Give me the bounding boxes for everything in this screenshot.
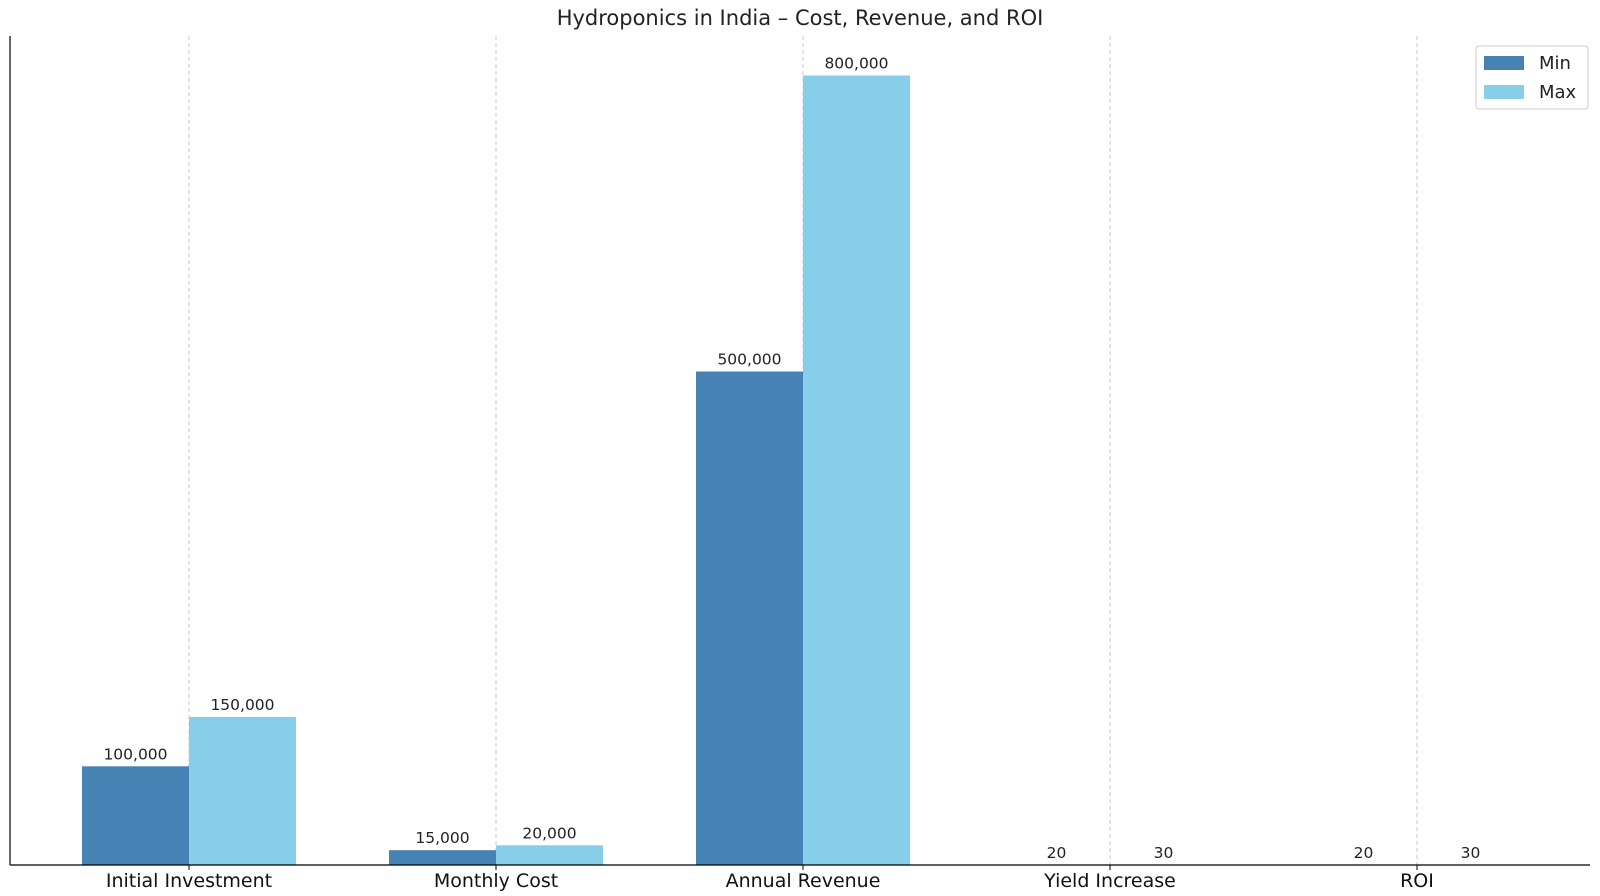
data-label: 20,000 [522,824,576,842]
x-tick-label: ROI [1400,870,1434,892]
legend-swatch-max [1484,85,1524,99]
bar-max [803,75,910,865]
bar-max [189,716,296,865]
legend-label-min: Min [1539,53,1571,74]
x-tick-label: Yield Increase [1043,870,1176,892]
data-label: 800,000 [824,54,888,72]
data-label: 100,000 [103,745,167,763]
data-label: 20 [1354,844,1374,862]
data-label: 30 [1461,844,1481,862]
legend-swatch-min [1484,56,1524,70]
bar-max [496,845,603,865]
x-tick-label: Monthly Cost [434,870,558,892]
data-label: 20 [1047,844,1067,862]
bar-min [82,766,189,865]
data-label: 15,000 [415,829,469,847]
legend-label-max: Max [1539,82,1577,103]
bar-min [696,371,803,865]
data-label: 30 [1154,844,1174,862]
bar-min [389,850,496,865]
data-label: 150,000 [210,696,274,714]
x-tick-label: Annual Revenue [726,870,881,892]
chart-title: Hydroponics in India – Cost, Revenue, an… [556,6,1044,30]
data-label: 500,000 [717,351,781,369]
x-tick-label: Initial Investment [106,870,272,892]
